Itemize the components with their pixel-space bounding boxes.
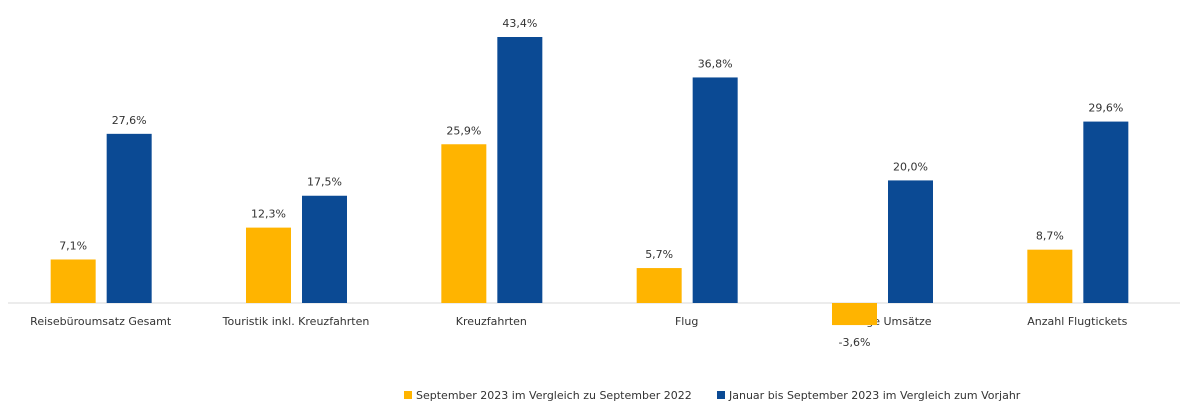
legend-label: Januar bis September 2023 im Vergleich z… [728,389,1021,402]
bar [441,144,487,303]
value-label: 20,0% [893,160,928,173]
legend-label: September 2023 im Vergleich zu September… [416,389,692,402]
value-label: 36,8% [698,57,733,70]
x-tick-label: Touristik inkl. Kreuzfahrten [222,315,370,328]
x-tick-label: Reisebüroumsatz Gesamt [30,315,172,328]
bar [1083,121,1129,303]
bar [888,180,933,303]
value-label: 5,7% [645,248,673,261]
x-tick-label: Kreuzfahrten [456,315,527,328]
bar [692,77,738,303]
value-label: 29,6% [1088,102,1123,115]
value-label: 12,3% [251,208,286,221]
bar [1027,249,1073,303]
value-label: 8,7% [1036,230,1064,243]
bar [832,303,877,326]
bar [636,268,682,303]
value-label: 17,5% [307,176,342,189]
value-label: 7,1% [59,239,87,252]
bar [106,133,152,303]
x-tick-label: Anzahl Flugtickets [1027,315,1127,328]
x-tick-label: Flug [675,315,698,328]
value-label: 43,4% [502,17,537,30]
value-label: 27,6% [112,114,147,127]
bar [246,227,291,303]
bar [50,259,96,303]
bar [497,37,543,303]
bar [302,195,347,303]
value-label: 25,9% [446,124,481,137]
legend-swatch [404,391,412,399]
value-label: -3,6% [839,336,871,349]
legend-swatch [717,391,725,399]
